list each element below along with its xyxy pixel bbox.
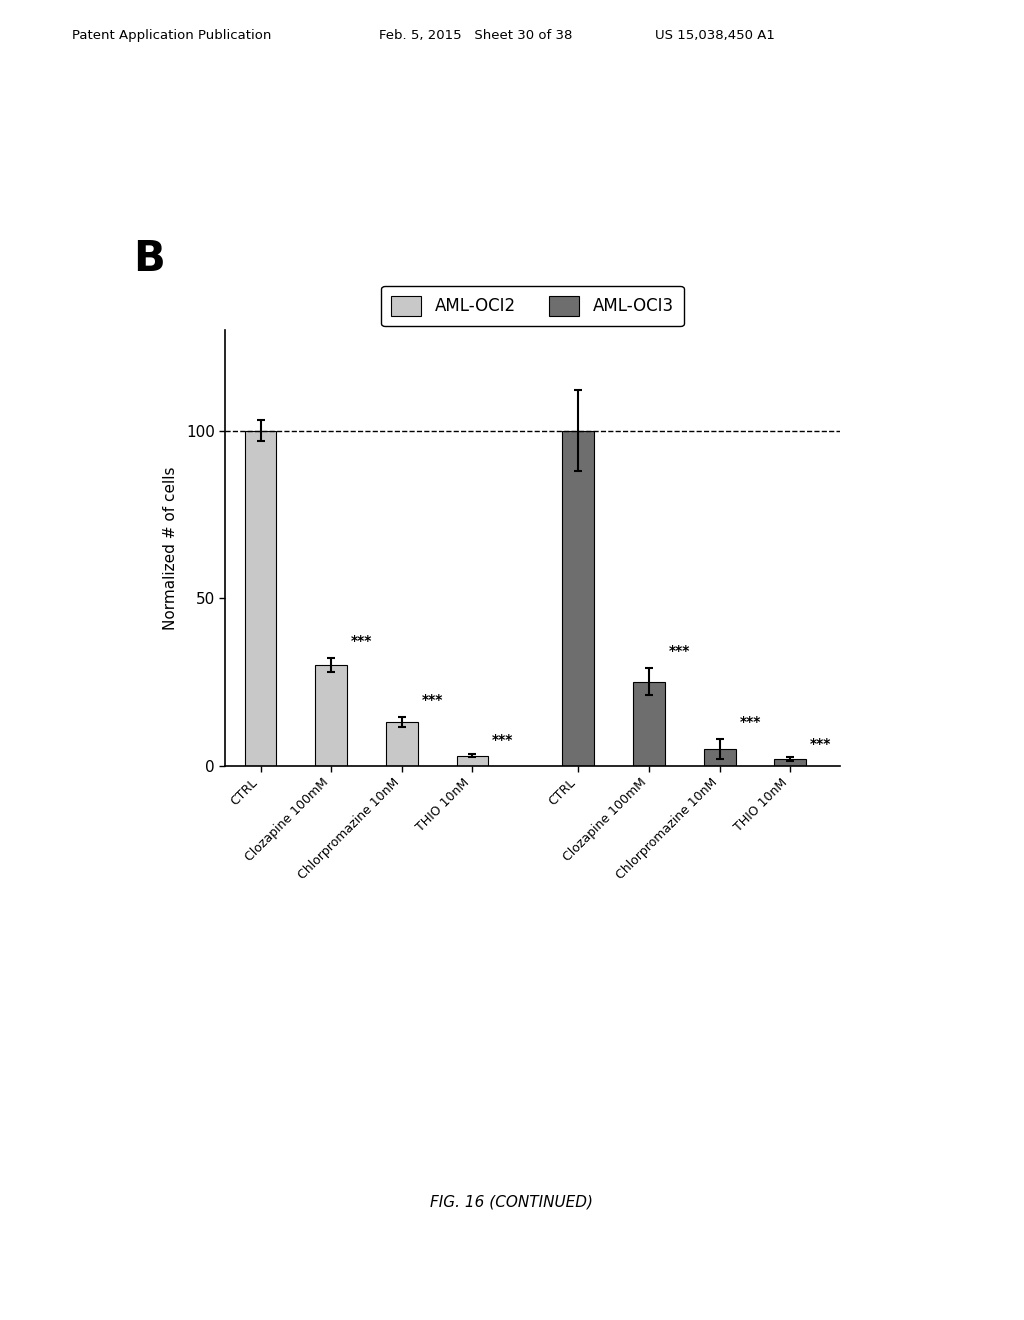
Text: Feb. 5, 2015   Sheet 30 of 38: Feb. 5, 2015 Sheet 30 of 38 [379,29,572,42]
Text: Patent Application Publication: Patent Application Publication [72,29,271,42]
Bar [562,430,594,766]
Text: FIG. 16 (CONTINUED): FIG. 16 (CONTINUED) [430,1195,594,1209]
Legend: AML-OCI2, AML-OCI3: AML-OCI2, AML-OCI3 [381,285,684,326]
Bar [315,665,347,766]
Text: US 15,038,450 A1: US 15,038,450 A1 [655,29,775,42]
Text: ***: *** [493,733,514,747]
Text: ***: *** [669,644,690,659]
Text: ***: *** [810,737,831,751]
Bar [774,759,806,766]
Text: ***: *** [351,635,373,648]
Text: ***: *** [422,693,443,708]
Bar [245,430,276,766]
Y-axis label: Normalized # of cells: Normalized # of cells [163,466,177,630]
Bar [386,722,418,766]
Bar [703,748,735,766]
Bar [633,682,665,766]
Bar [457,755,488,766]
Text: ***: *** [739,714,761,729]
Text: B: B [133,238,165,280]
